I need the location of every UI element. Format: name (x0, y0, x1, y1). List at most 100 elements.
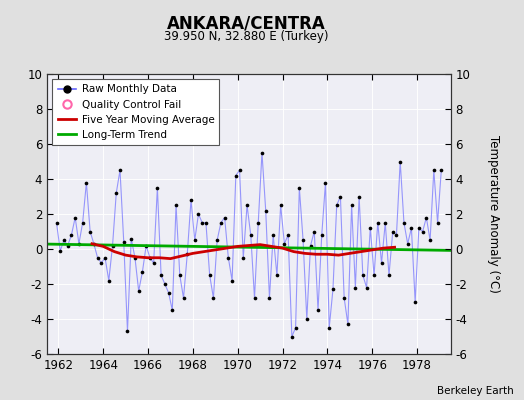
Point (370, 272, 378, 278)
Point (63, 242, 72, 249)
Point (347, 202, 356, 208)
Point (344, 321, 352, 328)
Point (351, 284, 359, 291)
Point (93, 254, 102, 261)
Point (433, 220, 442, 226)
Point (280, 240, 289, 247)
Point (112, 190, 121, 196)
Point (119, 239, 128, 245)
Point (172, 202, 180, 208)
Point (179, 295, 188, 301)
Point (321, 179, 330, 186)
Point (202, 220, 210, 226)
Point (90, 240, 98, 247)
Point (71, 214, 79, 221)
Point (272, 272, 281, 278)
Text: ANKARA/CENTRA: ANKARA/CENTRA (167, 14, 325, 32)
Point (302, 316, 311, 322)
Point (377, 260, 386, 266)
Point (265, 295, 274, 301)
Point (247, 232, 255, 238)
Point (426, 237, 434, 244)
Point (392, 232, 401, 238)
Point (82, 179, 91, 186)
Point (165, 290, 173, 296)
Point (142, 242, 150, 249)
Point (183, 251, 191, 258)
Point (146, 254, 154, 261)
Point (291, 324, 300, 331)
Legend: Raw Monthly Data, Quality Control Fail, Five Year Moving Average, Long-Term Tren: Raw Monthly Data, Quality Control Fail, … (52, 79, 220, 145)
Point (329, 286, 337, 292)
Point (419, 228, 427, 235)
Point (325, 324, 333, 331)
Point (213, 237, 221, 244)
Point (389, 228, 397, 235)
Point (67, 232, 75, 238)
Point (374, 220, 382, 226)
Point (131, 254, 139, 261)
Point (108, 242, 117, 249)
Point (340, 295, 348, 301)
Point (363, 284, 371, 291)
Point (411, 298, 419, 305)
Text: 39.950 N, 32.880 E (Turkey): 39.950 N, 32.880 E (Turkey) (164, 30, 329, 43)
Point (385, 272, 393, 278)
Point (381, 220, 389, 226)
Point (269, 232, 277, 238)
Point (336, 193, 345, 200)
Point (123, 328, 132, 334)
Point (60, 237, 68, 244)
Point (235, 167, 244, 174)
Point (414, 225, 423, 231)
Point (403, 240, 412, 247)
Point (314, 307, 322, 314)
Point (400, 220, 408, 226)
Point (254, 220, 263, 226)
Point (127, 235, 135, 242)
Point (430, 167, 438, 174)
Point (149, 260, 158, 266)
Point (307, 242, 315, 249)
Point (358, 272, 367, 278)
Text: Berkeley Earth: Berkeley Earth (437, 386, 514, 396)
Point (191, 237, 199, 244)
Point (194, 211, 203, 217)
Point (310, 228, 319, 235)
Point (157, 272, 165, 278)
Point (228, 277, 236, 284)
Point (138, 268, 147, 275)
Point (318, 232, 326, 238)
Point (239, 254, 247, 261)
Point (284, 232, 292, 238)
Point (437, 167, 445, 174)
Point (56, 248, 64, 254)
Point (105, 277, 113, 284)
Point (224, 254, 233, 261)
Point (116, 167, 124, 174)
Point (161, 281, 169, 287)
Point (250, 295, 259, 301)
Point (205, 272, 214, 278)
Point (355, 193, 363, 200)
Point (232, 172, 240, 179)
Point (299, 237, 307, 244)
Point (135, 288, 143, 294)
Point (79, 220, 87, 226)
Point (333, 202, 341, 208)
Point (288, 333, 296, 340)
Point (198, 220, 206, 226)
Point (101, 254, 109, 261)
Point (187, 197, 195, 203)
Point (243, 202, 251, 208)
Point (258, 150, 266, 156)
Point (209, 295, 217, 301)
Point (366, 225, 375, 231)
Point (168, 307, 177, 314)
Point (407, 225, 416, 231)
Point (277, 202, 285, 208)
Point (396, 158, 405, 165)
Point (176, 272, 184, 278)
Point (153, 184, 161, 191)
Point (97, 260, 105, 266)
